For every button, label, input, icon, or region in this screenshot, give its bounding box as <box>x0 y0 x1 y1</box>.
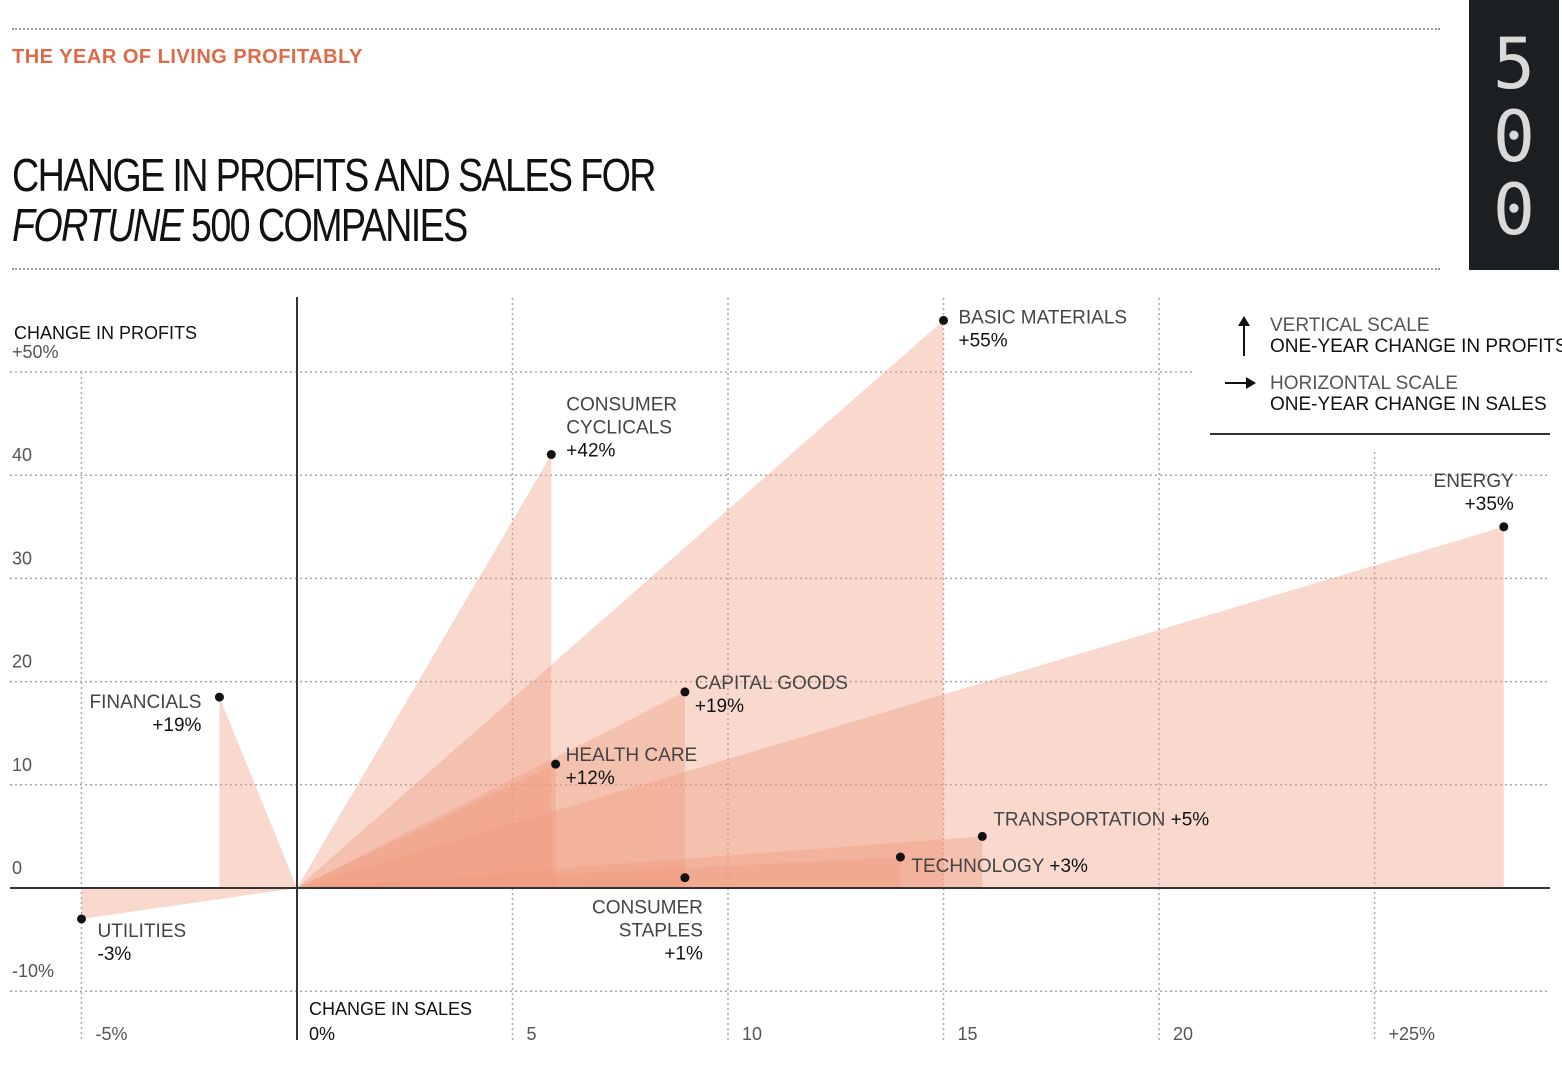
x-axis-title: CHANGE IN SALES <box>309 999 472 1019</box>
title-italic: FORTUNE <box>12 199 184 251</box>
data-point <box>1499 522 1509 532</box>
data-point <box>77 914 86 924</box>
area-health-care <box>297 764 556 888</box>
title-line-1: CHANGE IN PROFITS AND SALES FOR <box>12 149 657 201</box>
point-name: BASIC MATERIALS <box>959 307 1128 328</box>
badge-digit: 0 <box>1492 169 1536 251</box>
point-name: TRANSPORTATION <box>993 809 1170 830</box>
area-technology <box>297 857 901 888</box>
point-name: ENERGY <box>1434 471 1515 492</box>
point-value: +12% <box>566 768 615 789</box>
title-line-2: 500 COMPANIES <box>182 199 468 251</box>
point-value: +55% <box>959 330 1008 351</box>
area-layer <box>81 320 1504 919</box>
up-arrowhead-icon <box>1238 316 1250 326</box>
point-value: +1% <box>664 944 703 965</box>
point-name: CYCLICALS <box>566 418 672 439</box>
data-point <box>977 831 987 841</box>
x-tick-label: 20 <box>1173 1024 1193 1044</box>
data-point <box>546 450 556 460</box>
area-energy <box>297 526 1504 888</box>
x-tick-label: 15 <box>958 1024 978 1044</box>
legend-vertical-label: VERTICAL SCALE <box>1270 315 1429 336</box>
point-value: +35% <box>1465 494 1514 515</box>
badge-digit: 5 <box>1492 23 1536 105</box>
x-tick-label: -5% <box>96 1024 128 1044</box>
point-value: +19% <box>695 696 744 717</box>
legend-horizontal-label: HORIZONTAL SCALE <box>1270 373 1458 394</box>
axis-layer: +50% 40 30 20 10 0 -10% -5% 0% 5 10 15 20 +25% CHANGE … <box>10 297 1550 1044</box>
point-value: -3% <box>98 944 132 965</box>
point-name: UTILITIES <box>98 921 187 942</box>
point-name: HEALTH CARE <box>566 745 698 766</box>
point-value: +42% <box>566 441 615 462</box>
legend: VERTICAL SCALE ONE-YEAR CHANGE IN PROFIT… <box>1210 315 1562 435</box>
data-point <box>939 315 948 325</box>
data-point <box>551 759 561 769</box>
top-dotted-rule <box>12 28 1440 30</box>
x-tick-label: 10 <box>742 1024 762 1044</box>
data-point <box>680 873 690 883</box>
badge-digit: 0 <box>1492 96 1536 178</box>
data-point <box>214 692 224 702</box>
point-name: CONSUMER <box>566 395 677 416</box>
area-transportation <box>297 836 983 888</box>
page-title: CHANGE IN PROFITS AND SALES FOR FORTUNE … <box>12 149 657 251</box>
point-label: TECHNOLOGY +3% <box>911 856 1088 877</box>
fortune-500-badge: 5 0 0 <box>1469 0 1559 270</box>
x-tick-label: +25% <box>1389 1024 1436 1044</box>
point-label: TRANSPORTATION +5% <box>993 809 1209 830</box>
point-value: +3% <box>1049 856 1088 877</box>
y-tick-label: 30 <box>12 548 32 568</box>
x-tick-label: 5 <box>527 1024 537 1044</box>
point-layer: BASIC MATERIALS+55%CONSUMERCYCLICALS+42%… <box>77 307 1514 965</box>
point-name: CAPITAL GOODS <box>695 673 848 694</box>
legend-horizontal-desc: ONE-YEAR CHANGE IN SALES <box>1270 394 1547 415</box>
area-utilities <box>81 888 297 919</box>
point-value: +19% <box>152 715 201 736</box>
area-financials <box>219 697 297 888</box>
y-tick-label: +50% <box>12 342 59 362</box>
title-dotted-rule <box>12 268 1440 270</box>
area-capital-goods <box>297 691 685 888</box>
area-basic-materials <box>297 320 944 888</box>
x-tick-label: 0% <box>309 1024 335 1044</box>
grid-layer <box>10 298 1550 1040</box>
point-name: TECHNOLOGY <box>911 856 1049 877</box>
data-point <box>895 852 905 862</box>
y-tick-label: 10 <box>12 755 32 775</box>
y-tick-label: 20 <box>12 652 32 672</box>
y-tick-label: -10% <box>12 961 54 981</box>
point-name: FINANCIALS <box>89 692 201 713</box>
point-name: STAPLES <box>619 921 703 942</box>
legend-vertical-desc: ONE-YEAR CHANGE IN PROFITS <box>1270 336 1562 357</box>
area-consumer-cyclicals <box>297 454 552 888</box>
y-tick-label: 0 <box>12 858 22 878</box>
right-arrowhead-icon <box>1246 377 1256 389</box>
y-tick-label: 40 <box>12 445 32 465</box>
data-point <box>680 687 690 697</box>
point-value: +5% <box>1171 809 1210 830</box>
y-axis-title: CHANGE IN PROFITS <box>14 323 197 343</box>
kicker-text: THE YEAR OF LIVING PROFITABLY <box>12 46 363 68</box>
area-consumer-staples <box>297 877 685 888</box>
point-name: CONSUMER <box>592 898 703 919</box>
